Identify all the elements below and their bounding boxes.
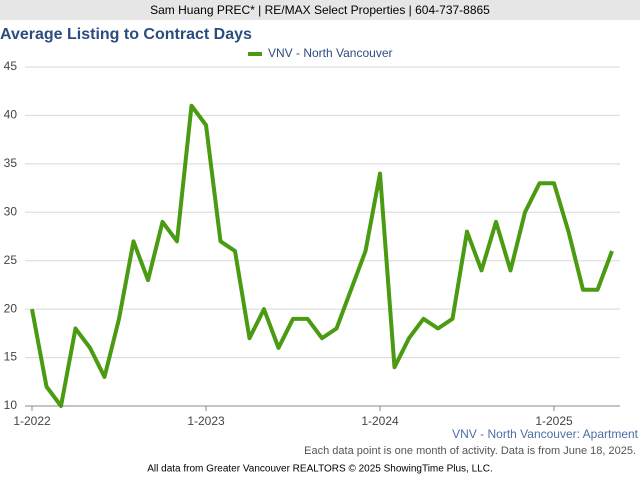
x-tick-label: 1-2025	[535, 414, 573, 428]
x-tick-label: 1-2024	[361, 414, 399, 428]
x-tick-label: 1-2022	[13, 414, 51, 428]
legend-label: VNV - North Vancouver	[268, 46, 393, 60]
footer: All data from Greater Vancouver REALTORS…	[147, 464, 492, 475]
y-tick-label: 20	[4, 301, 18, 315]
y-tick-label: 15	[4, 350, 18, 364]
x-tick-label: 1-2023	[187, 414, 225, 428]
annotation: VNV - North Vancouver: Apartment	[452, 427, 639, 441]
y-tick-label: 45	[4, 59, 18, 73]
header: Sam Huang PREC* | RE/MAX Select Properti…	[150, 3, 490, 17]
y-tick-label: 35	[4, 156, 18, 170]
header-bar	[0, 0, 640, 20]
y-tick-label: 10	[4, 398, 18, 412]
series-line	[30, 103, 614, 408]
y-tick-label: 25	[4, 253, 18, 267]
chart-title: Average Listing to Contract Days	[0, 26, 252, 43]
y-tick-label: 30	[4, 204, 18, 218]
y-tick-label: 40	[4, 108, 18, 122]
annotation: Each data point is one month of activity…	[304, 445, 636, 457]
